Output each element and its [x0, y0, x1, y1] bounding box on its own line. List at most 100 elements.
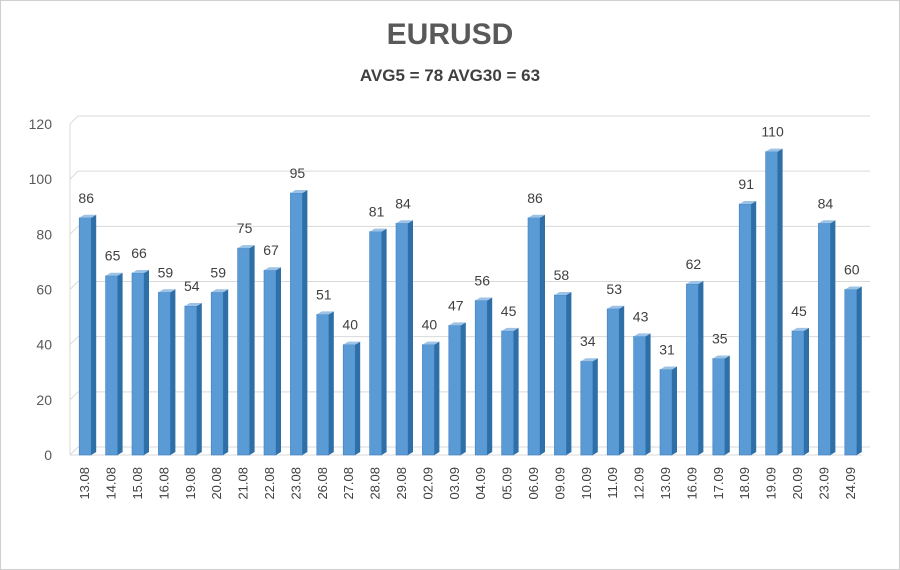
bar-side	[408, 220, 413, 455]
bar-side	[698, 280, 704, 455]
bar-19.09	[765, 148, 783, 456]
bar	[290, 192, 303, 456]
bar-29.08	[395, 220, 413, 456]
bar-side	[328, 311, 334, 455]
bar-11.09	[606, 305, 625, 456]
bar-20.08	[210, 289, 229, 456]
bar-side	[724, 355, 730, 455]
gridlines	[69, 115, 870, 456]
bar-side	[487, 297, 493, 455]
data-label: 59	[210, 264, 226, 280]
x-tick-label: 13.09	[658, 467, 673, 500]
x-tick-label: 16.09	[684, 467, 699, 500]
bar-24.09	[844, 286, 862, 456]
bar-20.09	[791, 327, 809, 456]
gridline-diagonal	[69, 281, 79, 290]
gridline-diagonal	[69, 336, 79, 346]
bar-13.09	[659, 366, 677, 456]
data-label: 51	[316, 286, 332, 302]
bar	[369, 231, 382, 456]
y-tick-label: 20	[36, 392, 52, 408]
bar	[105, 275, 118, 456]
gridline-diagonal	[69, 391, 79, 401]
x-tick-label: 20.09	[790, 467, 805, 500]
x-axis: 13.08 14.08 15.08 16.08 19.08 20.08 21.08 22.08…	[77, 467, 858, 500]
x-tick-label: 17.09	[711, 467, 726, 500]
x-tick-label: 03.09	[447, 467, 462, 500]
bar-top	[528, 214, 545, 218]
bar-side	[460, 322, 466, 455]
bar-side	[619, 305, 625, 455]
y-tick-label: 80	[36, 226, 52, 242]
x-tick-label: 12.09	[632, 467, 647, 500]
data-label: 86	[78, 190, 94, 206]
data-label: 66	[131, 245, 147, 261]
bar-top	[554, 292, 572, 296]
bar-18.09	[738, 200, 757, 456]
bar-top	[712, 355, 730, 359]
x-tick-label: 21.08	[236, 467, 251, 500]
bar-side	[751, 200, 757, 455]
bar	[131, 272, 145, 456]
bar-10.09	[580, 358, 598, 456]
x-tick-label: 19.08	[183, 467, 198, 500]
data-label: 40	[342, 317, 358, 333]
data-label: 31	[659, 341, 675, 357]
bar-side	[672, 366, 677, 455]
x-tick-label: 15.08	[130, 467, 145, 500]
bar-top	[686, 280, 704, 284]
bar-top	[343, 341, 361, 345]
x-tick-label: 23.09	[816, 467, 831, 500]
data-label: 91	[738, 176, 754, 192]
bar-21.08	[237, 245, 255, 456]
bar	[184, 305, 198, 456]
x-tick-label: 09.09	[552, 467, 567, 500]
bar	[237, 247, 250, 456]
bar-side	[249, 245, 255, 455]
data-label: 53	[606, 281, 622, 297]
data-label: 95	[290, 165, 306, 181]
bar	[606, 308, 620, 456]
x-tick-label: 26.08	[315, 467, 330, 500]
y-tick-label: 0	[44, 447, 52, 463]
bar-side	[777, 148, 783, 456]
bar-02.09	[422, 341, 440, 456]
data-label: 45	[791, 303, 807, 319]
bar	[448, 325, 462, 456]
bar-12.09	[633, 333, 651, 456]
bar-15.08	[131, 269, 149, 456]
bar-side	[223, 289, 229, 455]
bar-top	[739, 200, 757, 204]
bar-top	[211, 289, 229, 293]
bar	[158, 291, 171, 456]
bar-top	[105, 272, 123, 276]
bar	[633, 336, 646, 456]
bar-top	[264, 267, 281, 271]
x-tick-label: 06.09	[526, 467, 541, 500]
data-label: 65	[105, 248, 121, 264]
bar-side	[170, 289, 176, 455]
bars	[78, 148, 862, 456]
bar-top	[422, 341, 440, 345]
bar-04.09	[474, 297, 493, 456]
bar-side	[144, 269, 149, 455]
chart-title: EURUSD	[386, 18, 514, 51]
data-label: 56	[474, 273, 490, 289]
bar	[78, 217, 92, 456]
data-label: 84	[395, 195, 411, 211]
bar-22.08	[263, 267, 281, 456]
bar-side	[830, 220, 836, 455]
bar	[342, 344, 356, 456]
bar-26.08	[316, 311, 334, 456]
y-axis: 0 20 40 60 80 100 120	[29, 116, 53, 463]
bar	[554, 294, 567, 456]
bar-side	[302, 189, 308, 456]
bar	[474, 300, 488, 456]
x-tick-label: 28.08	[368, 467, 383, 500]
bar	[316, 314, 330, 456]
bar	[818, 223, 831, 456]
y-tick-label: 120	[29, 116, 53, 132]
bar-top	[158, 289, 176, 293]
bar-side	[645, 333, 651, 455]
x-tick-label: 10.09	[579, 467, 594, 500]
